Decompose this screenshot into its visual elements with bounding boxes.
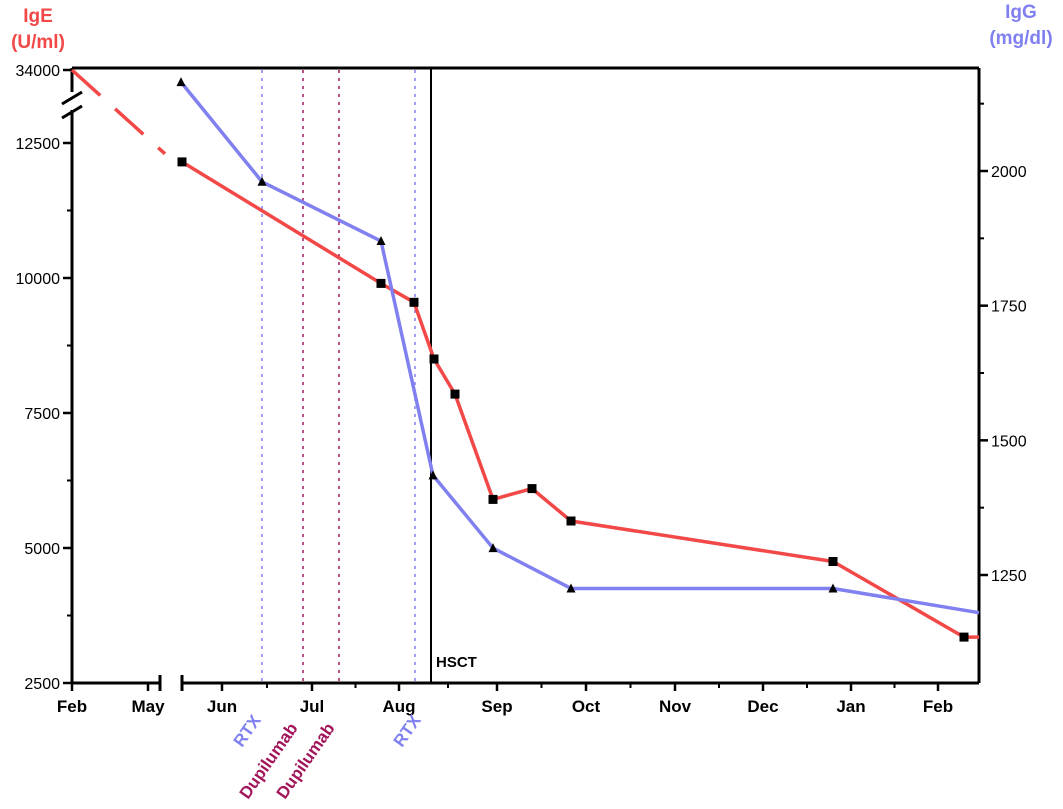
hsct-label: HSCT <box>436 654 477 671</box>
x-tick-label: Nov <box>659 697 692 716</box>
x-tick-label: Dec <box>747 697 778 716</box>
x-tick-label: Jun <box>207 697 237 716</box>
ige-point <box>429 354 439 364</box>
x-tick-label: Oct <box>572 697 601 716</box>
igg-point <box>376 236 386 246</box>
ige-point <box>488 494 498 504</box>
ige-point <box>450 389 460 399</box>
igg-point <box>257 176 267 186</box>
x-tick-label: Feb <box>57 697 87 716</box>
ige-break-segment <box>70 68 167 156</box>
ige-point <box>828 557 838 566</box>
y-left-tick-label: 34000 <box>16 63 61 80</box>
ige-point <box>959 632 969 642</box>
y-right-tick-label: 1750 <box>991 299 1027 316</box>
igg-point <box>488 543 498 553</box>
x-tick-label: Jul <box>300 697 325 716</box>
y-left-tick-label: 12500 <box>16 136 61 153</box>
ige-point <box>376 278 386 288</box>
event-label: RTX <box>230 711 265 750</box>
event-label: RTX <box>390 711 425 750</box>
igg-point <box>566 583 576 593</box>
igg-series-line <box>179 81 980 615</box>
y-left-axis-label: IgE <box>23 6 53 27</box>
ige-point <box>177 157 187 167</box>
y-right-tick-label: 2000 <box>991 164 1027 181</box>
y-right-axis-label: IgG <box>1005 2 1037 23</box>
y-left-tick-label: 5000 <box>24 541 60 558</box>
y-left-tick-label: 2500 <box>24 676 60 693</box>
x-tick-label: Feb <box>923 697 953 716</box>
y-right-tick-label: 1250 <box>991 568 1027 585</box>
axis-break-mark <box>61 104 83 120</box>
x-tick-label: Jan <box>836 697 865 716</box>
y-left-tick-label: 7500 <box>24 406 60 423</box>
igg-point <box>428 470 438 480</box>
ige-series-line <box>181 160 979 639</box>
igg-point <box>176 77 186 87</box>
ige-point <box>409 297 419 307</box>
x-tick-label: May <box>131 697 165 716</box>
axis-break-mark <box>61 90 83 106</box>
x-tick-label: Sep <box>481 697 512 716</box>
ige-point <box>527 484 537 494</box>
y-right-axis-label-unit: (mg/dl) <box>989 28 1052 49</box>
x-tick-label: Aug <box>382 697 415 716</box>
y-right-tick-label: 1500 <box>991 433 1027 450</box>
y-left-tick-label: 10000 <box>16 271 61 288</box>
ige-point <box>566 516 576 526</box>
y-left-axis-label-unit: (U/ml) <box>11 32 65 53</box>
igg-point <box>828 583 838 593</box>
